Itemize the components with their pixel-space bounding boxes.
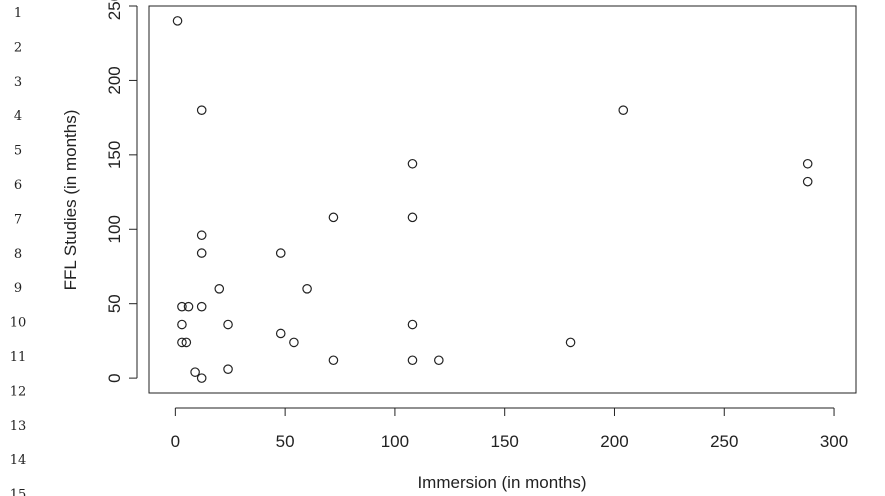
y-tick-label: 50 (105, 294, 124, 313)
data-point (223, 364, 233, 374)
x-tick-label: 50 (276, 432, 295, 451)
x-tick-label: 0 (171, 432, 180, 451)
line-number: 7 (14, 212, 22, 227)
data-point (618, 105, 629, 115)
data-point (302, 284, 312, 294)
x-tick-label: 100 (381, 432, 409, 451)
x-tick-label: 200 (600, 432, 628, 451)
data-point (802, 158, 813, 169)
plot-frame (148, 5, 857, 394)
x-tick-label: 300 (820, 432, 848, 451)
data-point (177, 337, 187, 348)
data-point (177, 319, 187, 330)
data-point (407, 212, 418, 223)
y-tick-label: 100 (105, 215, 124, 243)
data-point (181, 337, 192, 348)
data-point (214, 284, 225, 294)
data-point (172, 16, 183, 26)
data-point (289, 337, 299, 348)
data-point (407, 319, 418, 330)
x-tick-label: 250 (710, 432, 738, 451)
y-tick-label: 250 (105, 0, 124, 20)
data-point (802, 176, 813, 187)
line-number: 11 (10, 350, 27, 365)
data-point (196, 248, 207, 258)
line-number: 12 (10, 384, 27, 399)
data-point (196, 230, 207, 241)
data-point (275, 328, 286, 339)
data-point (183, 301, 194, 312)
line-number: 6 (14, 178, 22, 193)
data-point (177, 301, 187, 312)
data-point (565, 337, 576, 348)
data-point (196, 373, 207, 383)
y-axis: 0 50 100 150 200 250 (105, 0, 138, 383)
line-number: 5 (14, 144, 22, 159)
y-axis-title: FFL Studies (in months) (61, 110, 80, 291)
y-tick-label: 200 (105, 66, 124, 94)
line-number: 13 (10, 419, 27, 434)
y-tick-label: 150 (105, 141, 124, 169)
data-point (434, 355, 444, 366)
line-number: 1 (14, 6, 22, 21)
line-number: 4 (14, 109, 22, 124)
line-number: 3 (14, 75, 22, 90)
line-number: 2 (14, 40, 22, 55)
x-axis: 0 50 100 150 200 250 300 (171, 407, 848, 451)
data-points (172, 16, 813, 383)
data-point (196, 301, 207, 312)
line-number: 9 (14, 281, 22, 296)
y-tick-label: 0 (105, 373, 124, 382)
x-axis-title: Immersion (in months) (417, 473, 586, 492)
data-point (407, 158, 418, 169)
line-number: 8 (14, 247, 22, 262)
data-point (196, 105, 207, 115)
data-point (328, 212, 339, 223)
data-point (190, 367, 200, 377)
data-point (223, 319, 233, 330)
data-point (407, 355, 418, 366)
data-point (275, 248, 286, 258)
line-number: 10 (10, 316, 27, 331)
data-point (328, 355, 339, 366)
x-tick-label: 150 (491, 432, 519, 451)
line-number: 14 (10, 453, 27, 468)
line-number: 15 (10, 488, 27, 496)
